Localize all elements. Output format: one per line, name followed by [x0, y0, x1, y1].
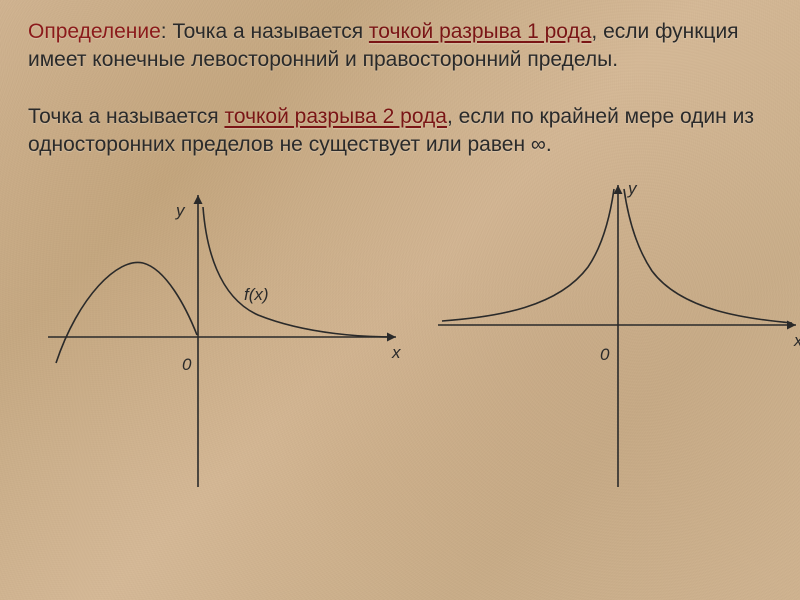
chart-left-x-label: x: [392, 343, 401, 363]
definition-paragraph-1: Определение: Точка а называется точкой р…: [28, 18, 772, 75]
chart-left: y x 0 f(x): [48, 187, 408, 512]
chart-left-svg: [48, 187, 408, 507]
chart-left-fx-label: f(x): [244, 285, 269, 305]
chart-right-x-label: x: [794, 331, 800, 351]
term-1: точкой разрыва 1 рода: [369, 20, 592, 43]
term-2: точкой разрыва 2 рода: [224, 105, 447, 128]
charts-region: y x 0 f(x) y x 0: [28, 187, 772, 517]
def1-pre: : Точка а называется: [161, 20, 369, 43]
def2-pre: Точка а называется: [28, 105, 224, 128]
chart-left-origin-label: 0: [182, 355, 191, 375]
chart-right: y x 0: [428, 187, 800, 512]
chart-left-y-label: y: [176, 201, 185, 221]
slide-content: Определение: Точка а называется точкой р…: [0, 0, 800, 517]
definition-label: Определение: [28, 20, 161, 43]
chart-right-y-label: y: [628, 179, 637, 199]
chart-right-svg: [428, 187, 800, 507]
chart-right-origin-label: 0: [600, 345, 609, 365]
definition-paragraph-2: Точка а называется точкой разрыва 2 рода…: [28, 103, 772, 160]
